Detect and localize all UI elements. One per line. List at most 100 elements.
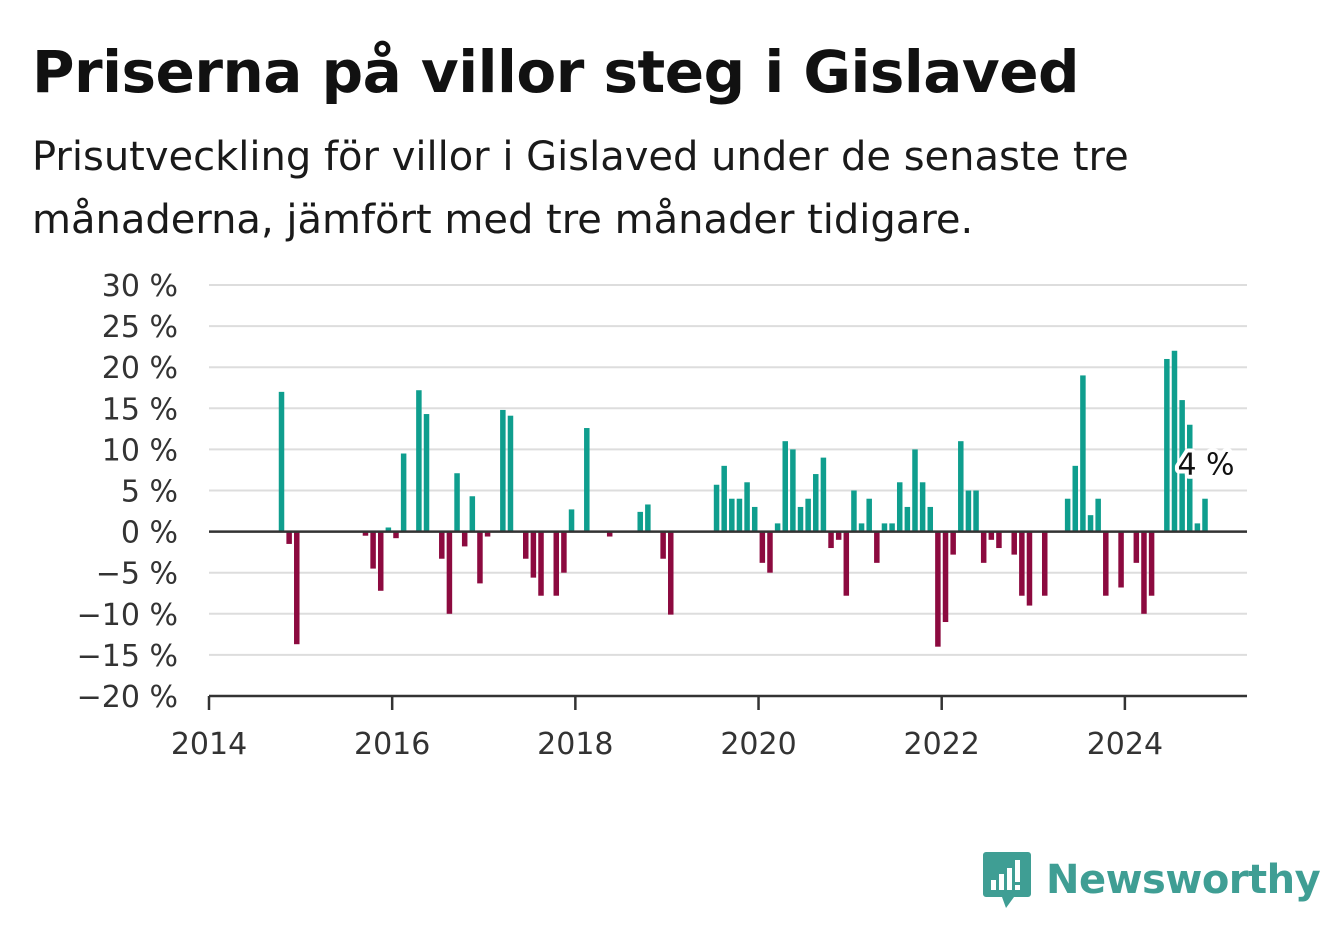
bar bbox=[1187, 424, 1193, 532]
bar bbox=[370, 531, 376, 569]
bar bbox=[278, 391, 285, 532]
bar bbox=[538, 531, 544, 596]
bar bbox=[553, 531, 560, 596]
bar bbox=[820, 457, 827, 532]
bar bbox=[423, 414, 430, 532]
bar bbox=[477, 531, 483, 584]
bar bbox=[912, 449, 918, 532]
bar bbox=[805, 498, 811, 532]
y-tick-label: 20 % bbox=[102, 351, 178, 386]
bar bbox=[759, 531, 766, 563]
bar bbox=[439, 531, 445, 559]
latest-value-label: 4 % bbox=[1177, 448, 1234, 483]
bar bbox=[446, 531, 453, 614]
bar bbox=[660, 531, 666, 559]
bar bbox=[965, 490, 972, 532]
bar bbox=[568, 509, 575, 532]
bar bbox=[1164, 358, 1170, 532]
bar bbox=[1026, 531, 1033, 606]
x-tick-label: 2014 bbox=[171, 727, 247, 762]
bar bbox=[1133, 531, 1140, 563]
brand-logo: Newsworthy bbox=[982, 850, 1321, 910]
bar bbox=[988, 531, 995, 540]
y-tick-label: −15 % bbox=[77, 639, 178, 674]
annotations: 4 % bbox=[1173, 444, 1238, 487]
bar bbox=[484, 531, 491, 537]
bar bbox=[1041, 531, 1048, 596]
y-tick-label: 0 % bbox=[121, 516, 178, 551]
x-tick-label: 2018 bbox=[537, 727, 613, 762]
bar bbox=[996, 531, 1002, 549]
bar bbox=[584, 428, 590, 532]
bar bbox=[1064, 498, 1071, 532]
bar bbox=[843, 531, 850, 596]
y-tick-label: −5 % bbox=[96, 557, 178, 592]
bar bbox=[866, 498, 872, 532]
bar bbox=[751, 506, 758, 532]
bar bbox=[645, 504, 651, 532]
bar bbox=[469, 496, 476, 532]
bar bbox=[1194, 523, 1201, 532]
axes: 30 % 25 % 20 % 15 % 10 % 5 % 0 % −5 % −10 % −15 %… bbox=[77, 269, 1247, 762]
bar bbox=[919, 482, 926, 532]
bar bbox=[835, 531, 842, 540]
brand-name: Newsworthy bbox=[1046, 857, 1321, 903]
bar bbox=[896, 482, 903, 532]
bar bbox=[1095, 498, 1101, 532]
bar bbox=[790, 449, 796, 532]
bar bbox=[637, 511, 643, 532]
bar-chart-speech-bubble-icon bbox=[983, 852, 1031, 908]
bar bbox=[393, 531, 399, 539]
bar bbox=[774, 523, 781, 532]
bar bbox=[713, 484, 720, 532]
bar bbox=[874, 531, 880, 563]
bar bbox=[668, 531, 674, 615]
bar bbox=[523, 531, 529, 559]
bar bbox=[973, 490, 979, 532]
bar bbox=[942, 531, 949, 623]
bar bbox=[461, 531, 468, 547]
bar bbox=[782, 441, 788, 532]
bar bbox=[797, 506, 804, 532]
bar bbox=[530, 531, 537, 578]
bar bbox=[721, 465, 727, 532]
bar bbox=[927, 506, 934, 532]
bar bbox=[828, 531, 834, 549]
bar bbox=[889, 523, 895, 532]
x-tick-label: 2016 bbox=[354, 727, 430, 762]
bar bbox=[729, 498, 735, 532]
bar bbox=[286, 531, 292, 544]
y-tick-label: 15 % bbox=[102, 392, 178, 427]
bar bbox=[858, 523, 865, 532]
bar bbox=[1072, 465, 1079, 532]
bar bbox=[1171, 350, 1178, 532]
bar bbox=[881, 523, 888, 532]
bar bbox=[950, 531, 956, 555]
bar bbox=[1141, 531, 1147, 614]
bar bbox=[813, 474, 819, 532]
bars bbox=[278, 350, 1208, 647]
bar bbox=[958, 441, 964, 532]
bar bbox=[1087, 515, 1094, 532]
bar bbox=[767, 531, 773, 573]
bar bbox=[744, 482, 750, 532]
chart-title: Priserna på villor steg i Gislaved bbox=[32, 38, 1080, 106]
bar bbox=[500, 409, 506, 532]
x-tick-label: 2022 bbox=[904, 727, 980, 762]
bar bbox=[1019, 531, 1025, 596]
bar bbox=[980, 531, 987, 563]
bar bbox=[1179, 400, 1185, 532]
bar bbox=[416, 390, 422, 532]
bar bbox=[1148, 531, 1155, 596]
chart-subtitle: Prisutveckling för villor i Gislaved und… bbox=[32, 134, 1129, 243]
bar bbox=[507, 415, 514, 532]
y-tick-label: 30 % bbox=[102, 269, 178, 304]
bar bbox=[851, 490, 857, 532]
y-tick-label: −10 % bbox=[77, 598, 178, 633]
x-tick-label: 2020 bbox=[720, 727, 796, 762]
bar bbox=[362, 531, 369, 536]
y-tick-label: 10 % bbox=[102, 433, 178, 468]
bar bbox=[935, 531, 941, 647]
bar bbox=[606, 531, 613, 537]
